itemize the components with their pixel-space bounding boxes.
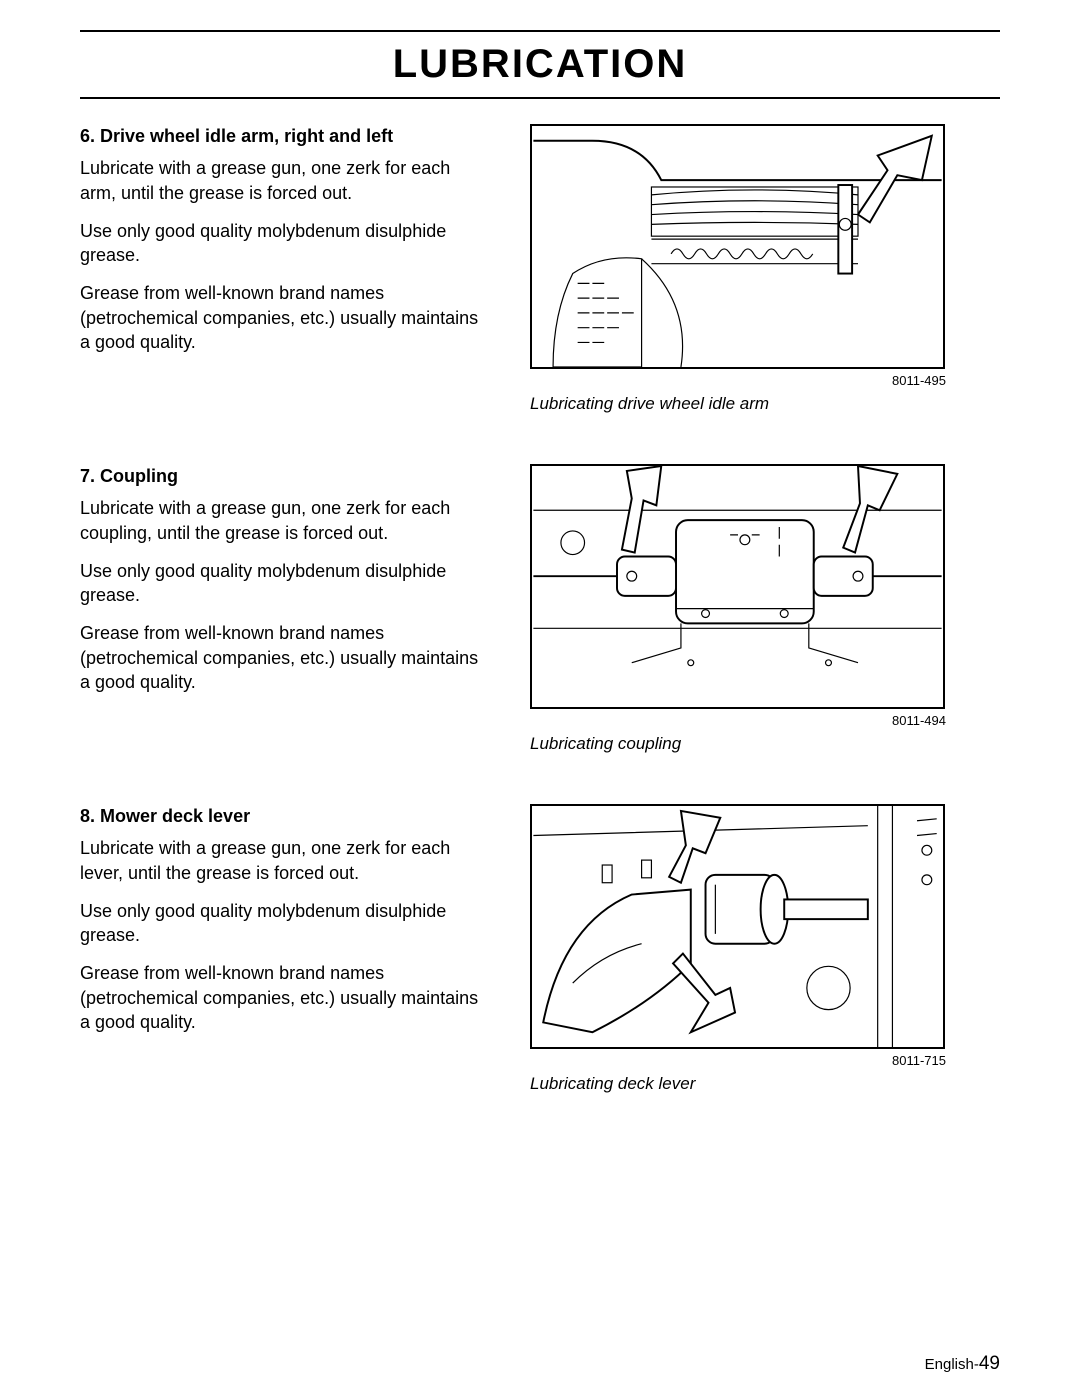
section-7-figure: 8011-494 Lubricating coupling bbox=[530, 464, 950, 754]
deck-lever-diagram-icon bbox=[532, 806, 943, 1047]
figure-caption-6: Lubricating drive wheel idle arm bbox=[530, 394, 950, 414]
section-8-p1: Lubricate with a grease gun, one zerk fo… bbox=[80, 836, 490, 885]
page: LUBRICATION 6. Drive wheel idle arm, rig… bbox=[0, 0, 1080, 1397]
figure-id-8: 8011-715 bbox=[530, 1053, 950, 1068]
rule-bottom bbox=[80, 97, 1000, 99]
section-7-p3: Grease from well-known brand names (petr… bbox=[80, 621, 490, 694]
section-8-figure: 8011-715 Lubricating deck lever bbox=[530, 804, 950, 1094]
section-6-p3: Grease from well-known brand names (petr… bbox=[80, 281, 490, 354]
section-6: 6. Drive wheel idle arm, right and left … bbox=[80, 124, 1000, 414]
section-7-p2: Use only good quality molybdenum disulph… bbox=[80, 559, 490, 608]
section-8-text: 8. Mower deck lever Lubricate with a gre… bbox=[80, 804, 490, 1094]
figure-id-7: 8011-494 bbox=[530, 713, 950, 728]
section-6-figure: 8011-495 Lubricating drive wheel idle ar… bbox=[530, 124, 950, 414]
section-7-p1: Lubricate with a grease gun, one zerk fo… bbox=[80, 496, 490, 545]
section-6-p2: Use only good quality molybdenum disulph… bbox=[80, 219, 490, 268]
coupling-diagram-icon bbox=[532, 466, 943, 707]
rule-top bbox=[80, 30, 1000, 32]
section-6-heading: 6. Drive wheel idle arm, right and left bbox=[80, 124, 490, 148]
section-7: 7. Coupling Lubricate with a grease gun,… bbox=[80, 464, 1000, 754]
drive-wheel-diagram-icon bbox=[532, 126, 943, 367]
figure-caption-7: Lubricating coupling bbox=[530, 734, 950, 754]
figure-caption-8: Lubricating deck lever bbox=[530, 1074, 950, 1094]
footer-label: English- bbox=[925, 1356, 979, 1373]
footer-page-number: 49 bbox=[979, 1353, 1000, 1374]
section-8-p2: Use only good quality molybdenum disulph… bbox=[80, 899, 490, 948]
figure-id-6: 8011-495 bbox=[530, 373, 950, 388]
section-6-p1: Lubricate with a grease gun, one zerk fo… bbox=[80, 156, 490, 205]
figure-deck-lever bbox=[530, 804, 945, 1049]
figure-drive-wheel-idle-arm bbox=[530, 124, 945, 369]
section-8: 8. Mower deck lever Lubricate with a gre… bbox=[80, 804, 1000, 1094]
section-7-heading: 7. Coupling bbox=[80, 464, 490, 488]
figure-coupling bbox=[530, 464, 945, 709]
section-7-text: 7. Coupling Lubricate with a grease gun,… bbox=[80, 464, 490, 754]
page-title: LUBRICATION bbox=[80, 36, 1000, 97]
section-8-heading: 8. Mower deck lever bbox=[80, 804, 490, 828]
section-8-p3: Grease from well-known brand names (petr… bbox=[80, 961, 490, 1034]
page-footer: English-49 bbox=[925, 1353, 1000, 1375]
section-6-text: 6. Drive wheel idle arm, right and left … bbox=[80, 124, 490, 414]
